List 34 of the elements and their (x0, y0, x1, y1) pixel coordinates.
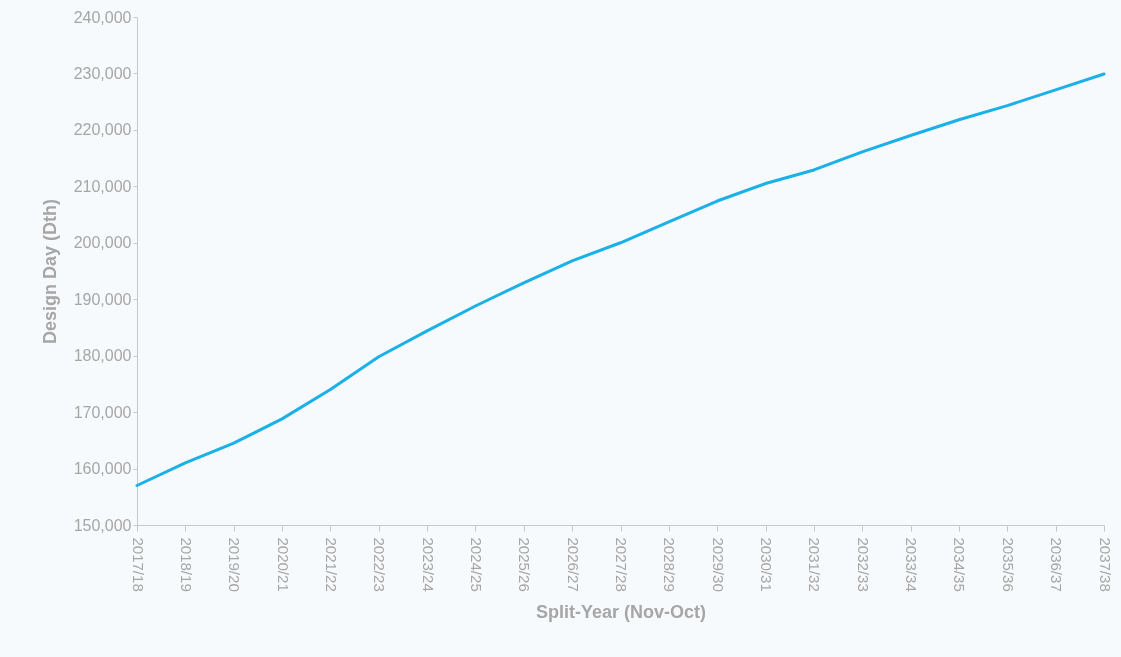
x-tick-label: 2021/22 (322, 537, 340, 592)
x-tick-label: 2020/21 (274, 537, 292, 592)
y-tick-label: 220,000 (73, 121, 132, 139)
x-tick-label: 2029/30 (709, 537, 727, 592)
x-tick-label: 2024/25 (467, 537, 485, 592)
x-tick-label: 2026/27 (564, 537, 582, 592)
x-tick-label: 2018/19 (177, 537, 195, 592)
x-tick-label: 2019/20 (226, 537, 244, 592)
y-tick-label: 240,000 (73, 8, 132, 26)
x-tick-label: 2036/37 (1048, 537, 1066, 592)
x-tick-label: 2028/29 (661, 537, 679, 592)
x-tick-label: 2035/36 (999, 537, 1017, 592)
x-axis-title: Split-Year (Nov-Oct) (535, 601, 707, 622)
y-tick-label: 160,000 (73, 460, 132, 478)
x-tick-label: 2032/33 (854, 537, 872, 592)
y-tick-label: 210,000 (73, 177, 132, 195)
x-tick-label: 2027/28 (613, 537, 630, 592)
x-tick-label: 2031/32 (806, 537, 824, 592)
y-tick-label: 150,000 (73, 516, 132, 534)
line-series (135, 72, 1106, 487)
x-tick-label: 2033/34 (903, 537, 921, 592)
y-axis-title: Design Day (Dth) (39, 198, 60, 345)
x-tick-label: 2034/35 (951, 537, 969, 592)
y-tick-label: 170,000 (73, 403, 132, 421)
x-tick-label: 2037/38 (1096, 537, 1114, 592)
x-tick-label: 2017/18 (129, 537, 147, 592)
y-tick-label: 190,000 (73, 290, 132, 308)
x-tick-label: 2030/31 (758, 537, 776, 592)
y-tick-label: 230,000 (73, 64, 132, 82)
x-tick-label: 2023/24 (419, 537, 437, 592)
y-tick-label: 180,000 (73, 347, 132, 365)
x-tick-label: 2022/23 (371, 537, 389, 592)
y-tick-label: 200,000 (73, 234, 132, 252)
x-tick-label: 2025/26 (516, 537, 534, 592)
